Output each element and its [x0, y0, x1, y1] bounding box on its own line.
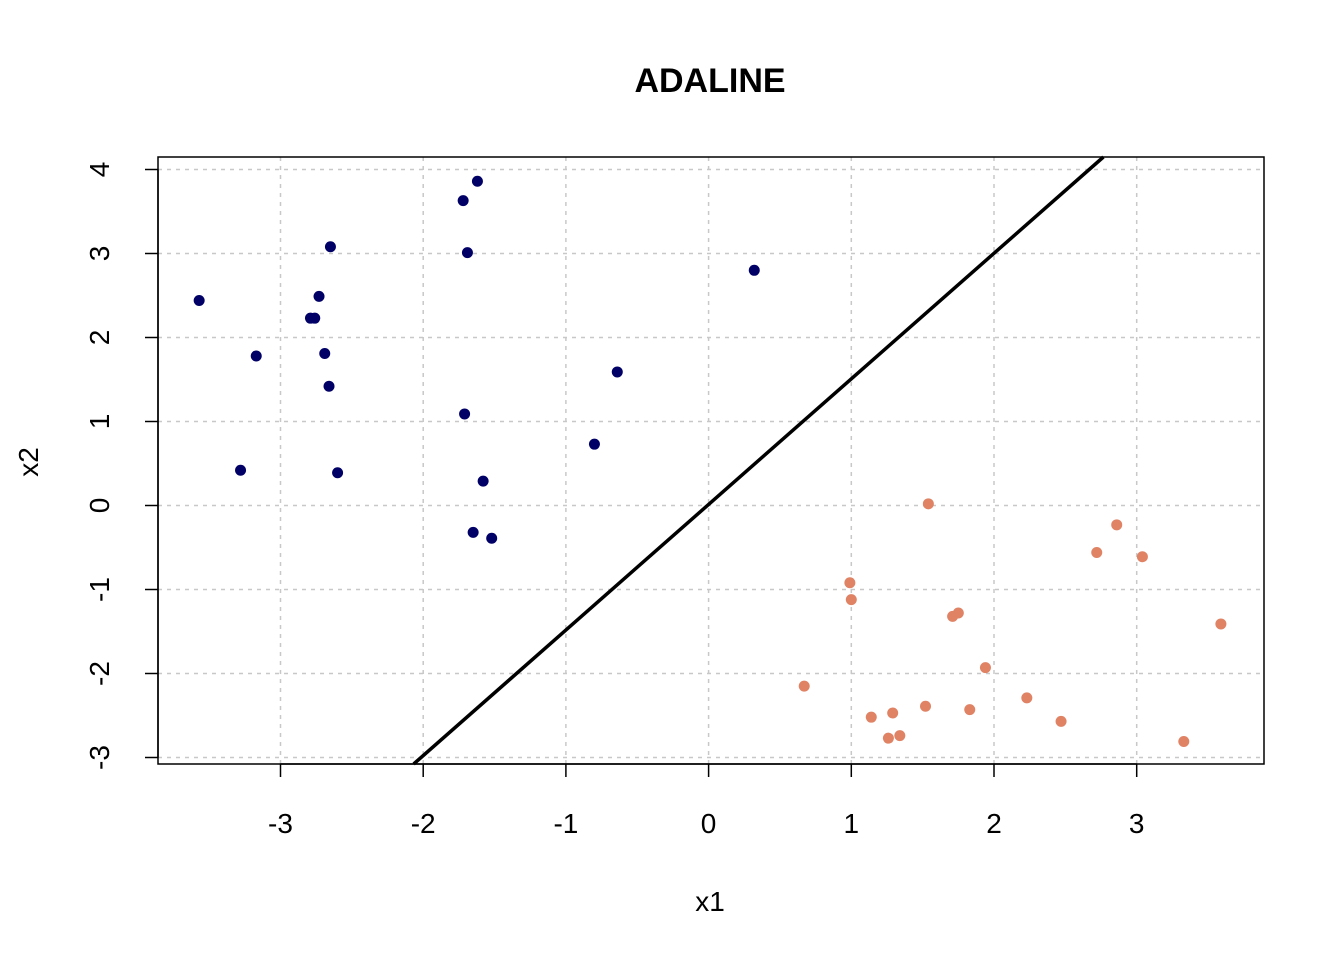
- point-series2-8: [894, 730, 906, 742]
- decision-boundary-line: [412, 155, 1105, 766]
- point-series2-14: [1021, 692, 1033, 704]
- x-tick-label-4: 1: [844, 808, 860, 839]
- point-series1-2: [250, 350, 262, 362]
- point-series1-20: [748, 264, 760, 276]
- y-tick-label-7: 4: [84, 162, 115, 178]
- x-tick-label-0: -3: [268, 808, 293, 839]
- point-series1-19: [611, 366, 623, 378]
- data-points: [193, 175, 1227, 748]
- point-series2-12: [979, 662, 991, 674]
- y-tick-label-5: 2: [84, 330, 115, 346]
- point-series2-13: [964, 704, 976, 716]
- decision-boundary-layer: [412, 155, 1105, 766]
- point-series2-17: [1111, 519, 1123, 531]
- point-series1-13: [461, 247, 473, 259]
- y-tick-label-1: -2: [84, 661, 115, 686]
- x-tick-label-1: -2: [411, 808, 436, 839]
- point-series2-9: [920, 700, 932, 712]
- x-tick-label-2: -1: [553, 808, 578, 839]
- x-axis-title: x1: [695, 886, 725, 917]
- point-series2-11: [952, 607, 964, 619]
- point-series1-10: [332, 467, 344, 479]
- y-tick-label-2: -1: [84, 577, 115, 602]
- point-series2-7: [882, 732, 894, 744]
- point-series2-19: [1215, 618, 1227, 630]
- point-series1-11: [457, 195, 469, 207]
- point-series2-16: [1091, 547, 1103, 559]
- point-series1-4: [324, 241, 336, 253]
- x-tick-label-3: 0: [701, 808, 717, 839]
- y-tick-label-3: 0: [84, 498, 115, 514]
- point-series1-17: [486, 532, 498, 544]
- x-tick-label-5: 2: [986, 808, 1002, 839]
- point-series1-7: [309, 312, 321, 324]
- x-axis: -3 -2 -1 0 1 2 3: [268, 763, 1145, 839]
- point-series1-15: [477, 475, 489, 487]
- grid-lines: [158, 157, 1264, 764]
- y-tick-label-6: 3: [84, 246, 115, 262]
- point-series1-12: [471, 175, 483, 187]
- point-series1-3: [235, 464, 247, 476]
- y-axis-title: x2: [13, 447, 44, 477]
- chart-title: ADALINE: [634, 62, 785, 100]
- point-series2-1: [922, 498, 934, 510]
- y-axis: -3 -2 -1 0 1 2 3 4: [84, 162, 159, 770]
- point-series2-18: [1136, 551, 1148, 563]
- point-series2-2: [844, 577, 856, 589]
- point-series1-16: [467, 526, 479, 538]
- point-series1-8: [319, 347, 331, 359]
- point-series2-5: [865, 711, 877, 723]
- point-series1-14: [459, 408, 471, 420]
- point-series1-9: [323, 380, 335, 392]
- point-series1-18: [588, 438, 600, 450]
- y-tick-label-0: -3: [84, 745, 115, 770]
- point-series2-3: [845, 594, 857, 606]
- point-series1-5: [313, 290, 325, 302]
- point-series2-6: [887, 707, 899, 719]
- x-tick-label-6: 3: [1129, 808, 1145, 839]
- point-series2-4: [798, 680, 810, 692]
- y-tick-label-4: 1: [84, 414, 115, 430]
- point-series1-1: [193, 295, 205, 307]
- point-series2-15: [1055, 715, 1067, 727]
- point-series2-20: [1178, 736, 1190, 748]
